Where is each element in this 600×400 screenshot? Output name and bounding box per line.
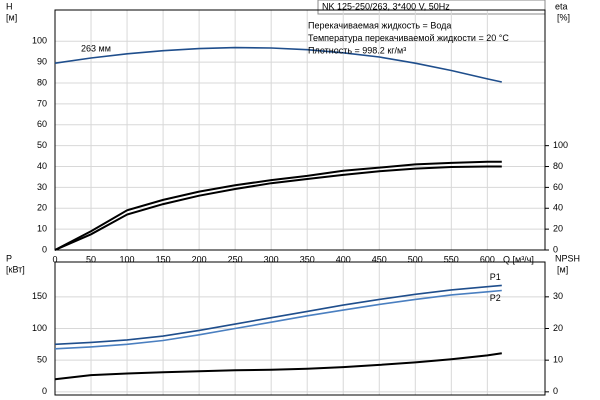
y2-tick-label: 0 <box>553 386 558 396</box>
x-tick-label: 0 <box>52 254 57 264</box>
series-line <box>54 46 502 83</box>
y-tick-label: 10 <box>37 224 47 234</box>
y-tick-label: 0 <box>42 386 47 396</box>
series-line <box>54 165 502 251</box>
y2-tick-label: 20 <box>553 323 563 333</box>
y2-tick-label: 20 <box>553 224 563 234</box>
y2-axis-label: NPSH <box>555 253 580 263</box>
y2-tick-label: 10 <box>553 355 563 365</box>
y-tick-label: 30 <box>37 182 47 192</box>
x-tick-label: 450 <box>372 254 387 264</box>
chart-title: NK 125-250/263, 3*400 V, 50Hz <box>322 1 450 11</box>
y-tick-label: 20 <box>37 203 47 213</box>
x-tick-label: 300 <box>264 254 279 264</box>
y-tick-label: 0 <box>42 244 47 254</box>
series-label: P1 <box>490 272 501 282</box>
x-tick-label: 550 <box>444 254 459 264</box>
plot-frame <box>54 261 546 396</box>
x-tick-label: 100 <box>120 254 135 264</box>
y2-tick-label: 80 <box>553 161 563 171</box>
y2-axis-unit: [%] <box>557 12 570 22</box>
series-line <box>54 352 502 381</box>
x-tick-label: 50 <box>86 254 96 264</box>
plot-frame <box>54 9 546 251</box>
y2-tick-label: 30 <box>553 291 563 301</box>
y-tick-label: 50 <box>37 140 47 150</box>
x-tick-label: 200 <box>192 254 207 264</box>
y2-axis-label: eta <box>555 1 568 11</box>
series-label: P2 <box>490 293 501 303</box>
x-tick-label: 250 <box>228 254 243 264</box>
y-tick-label: 80 <box>37 77 47 87</box>
x-tick-label: 500 <box>408 254 423 264</box>
x-tick-label: 150 <box>156 254 171 264</box>
y2-tick-label: 100 <box>553 140 568 150</box>
y-axis-unit: [м] <box>6 12 17 22</box>
annotation: Перекачиваемая жидкость = Вода <box>308 20 451 30</box>
y-tick-label: 70 <box>37 98 47 108</box>
x-tick-label: 400 <box>336 254 351 264</box>
series-line <box>54 284 502 346</box>
y-tick-label: 90 <box>37 57 47 67</box>
annotation: Плотность = 998.2 кг/м³ <box>308 45 406 55</box>
y-tick-label: 100 <box>32 323 47 333</box>
y-tick-label: 150 <box>32 291 47 301</box>
x-axis-label: Q [м³/ч] <box>503 254 534 264</box>
y-tick-label: 40 <box>37 161 47 171</box>
y-tick-label: 50 <box>37 355 47 365</box>
annotation: Температура перекачиваемой жидкости = 20… <box>308 33 509 43</box>
y2-axis-unit: [м] <box>557 264 568 274</box>
y-axis-label: H <box>6 1 13 11</box>
y2-tick-label: 40 <box>553 203 563 213</box>
y-axis-label: P <box>6 253 12 263</box>
series-label: 263 мм <box>81 43 111 53</box>
series-line <box>54 160 502 251</box>
series-line <box>54 289 502 350</box>
y-tick-label: 100 <box>32 36 47 46</box>
y2-tick-label: 0 <box>553 244 558 254</box>
x-tick-label: 600 <box>480 254 495 264</box>
y-tick-label: 60 <box>37 119 47 129</box>
y-axis-unit: [кВт] <box>6 264 25 274</box>
x-tick-label: 350 <box>300 254 315 264</box>
y2-tick-label: 60 <box>553 182 563 192</box>
